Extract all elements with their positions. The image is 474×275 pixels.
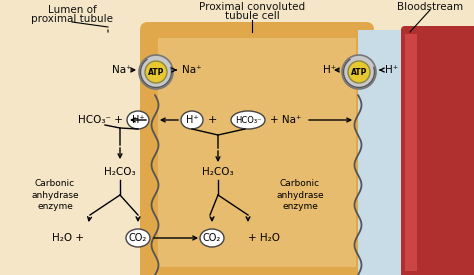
Circle shape	[139, 55, 173, 89]
Text: Carbonic
anhydrase
enzyme: Carbonic anhydrase enzyme	[276, 179, 324, 211]
Circle shape	[348, 61, 370, 83]
Text: Proximal convoluted: Proximal convoluted	[199, 2, 305, 12]
Circle shape	[145, 61, 167, 83]
Text: HCO₃⁻ +: HCO₃⁻ +	[78, 115, 122, 125]
Text: H⁺: H⁺	[186, 115, 198, 125]
Text: proximal tubule: proximal tubule	[31, 14, 113, 24]
Text: Na⁺: Na⁺	[182, 65, 201, 75]
Text: Lumen of: Lumen of	[47, 5, 96, 15]
Text: H⁺: H⁺	[385, 65, 398, 75]
Text: Na⁺: Na⁺	[112, 65, 132, 75]
Text: H⁺: H⁺	[132, 115, 144, 125]
Text: ATP: ATP	[351, 68, 367, 77]
Bar	[158, 38, 356, 267]
Text: H₂CO₃: H₂CO₃	[104, 167, 136, 177]
Text: + Na⁺: + Na⁺	[270, 115, 301, 125]
FancyBboxPatch shape	[140, 22, 374, 275]
Text: HCO₃⁻: HCO₃⁻	[235, 116, 261, 125]
Text: Bloodstream: Bloodstream	[397, 2, 463, 12]
Text: H₂CO₃: H₂CO₃	[202, 167, 234, 177]
Text: H⁺: H⁺	[323, 65, 336, 75]
Text: CO₂: CO₂	[203, 233, 221, 243]
Text: tubule cell: tubule cell	[225, 11, 279, 21]
Bar	[405, 34, 417, 271]
Ellipse shape	[127, 111, 149, 129]
FancyBboxPatch shape	[401, 26, 474, 275]
Text: Carbonic
anhydrase
enzyme: Carbonic anhydrase enzyme	[31, 179, 79, 211]
Ellipse shape	[126, 229, 150, 247]
Bar	[358, 30, 474, 275]
Text: H₂O +: H₂O +	[52, 233, 84, 243]
Bar	[0, 30, 474, 275]
Text: +: +	[207, 115, 217, 125]
Ellipse shape	[231, 111, 265, 129]
Text: CO₂: CO₂	[129, 233, 147, 243]
Ellipse shape	[200, 229, 224, 247]
Circle shape	[342, 55, 376, 89]
Text: + H₂O: + H₂O	[248, 233, 280, 243]
Ellipse shape	[181, 111, 203, 129]
Text: ATP: ATP	[148, 68, 164, 77]
